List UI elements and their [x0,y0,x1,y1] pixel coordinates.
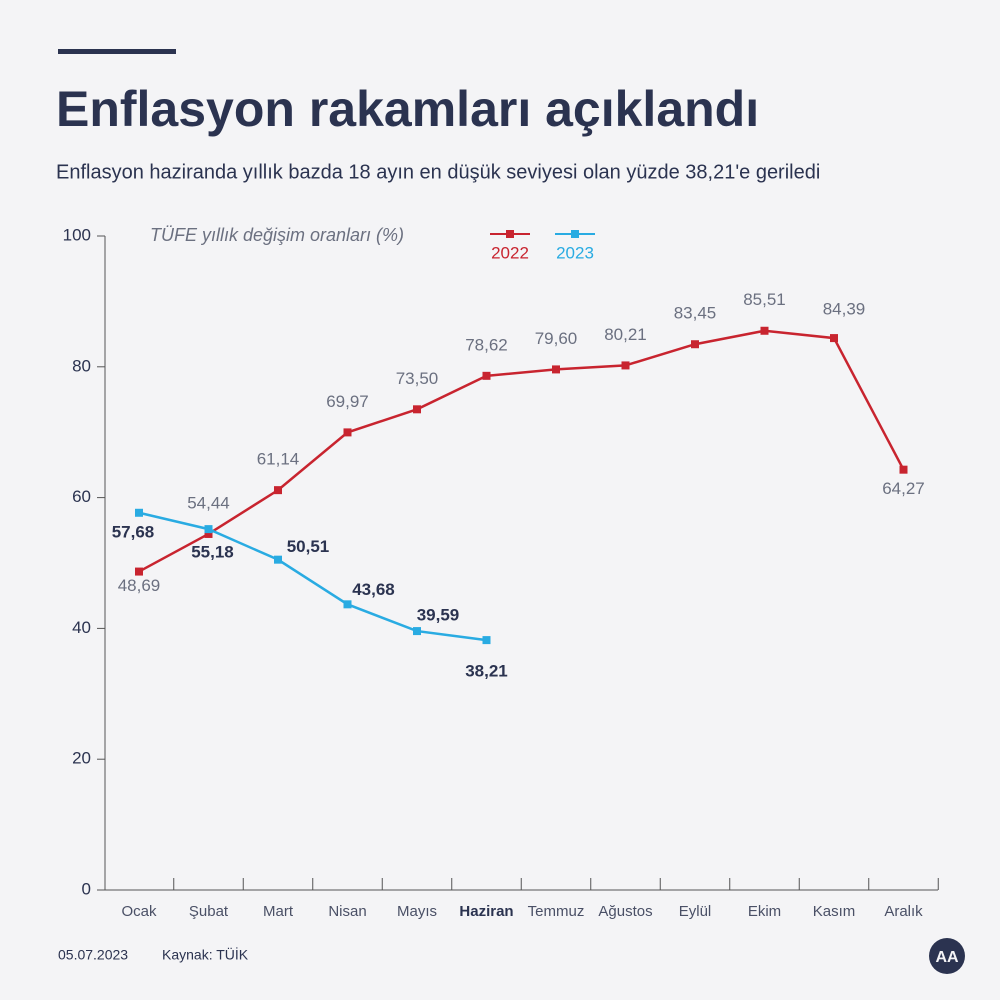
y-tick-label: 100 [63,225,91,244]
date: 05.07.2023 [58,947,128,963]
value-label: 55,18 [191,543,234,562]
value-label: 78,62 [465,335,508,354]
x-tick-label: Haziran [459,903,513,920]
x-tick-label: Nisan [328,903,366,920]
point [830,334,838,343]
y-tick-label: 40 [72,618,91,637]
value-label: 85,51 [743,290,786,309]
value-label: 38,21 [465,662,508,681]
legend-label: 2023 [556,243,594,262]
value-label: 79,60 [535,329,578,348]
point [135,508,143,517]
point [204,525,213,534]
point [343,428,352,437]
value-label: 83,45 [674,304,717,323]
y-tick-label: 60 [72,487,91,506]
value-label: 39,59 [417,606,460,625]
x-tick-label: Şubat [189,903,229,920]
x-tick-label: Eylül [679,903,712,920]
point [204,529,213,538]
point [691,340,699,349]
subtitle: Enflasyon haziranda yıllık bazda 18 ayın… [56,161,820,183]
legend-marker [571,230,579,238]
x-tick-label: Ağustos [598,903,652,920]
value-label: 57,68 [112,522,155,541]
point [621,361,630,370]
point [899,465,908,474]
x-tick-label: Ekim [748,903,781,920]
point [135,567,143,576]
point [274,555,282,564]
value-label: 69,97 [326,392,369,411]
point [343,600,352,609]
y-tick-label: 80 [72,356,91,375]
x-tick-label: Mart [263,903,294,920]
logo: AA [929,938,965,974]
point [413,627,421,636]
x-tick-label: Kasım [813,903,856,920]
x-tick-label: Ocak [121,903,157,920]
y-tick-label: 0 [82,879,91,898]
x-tick-label: Aralık [884,903,923,920]
point [413,405,421,414]
svg-text:AA: AA [935,949,959,966]
y-axis-label: TÜFE yıllık değişim oranları (%) [150,225,404,245]
point [552,365,560,374]
value-label: 50,51 [287,537,330,556]
series-line [138,329,905,573]
source: Kaynak: TÜİK [162,946,249,963]
point [274,486,282,495]
title: Enflasyon rakamları açıklandı [56,81,759,137]
value-label: 61,14 [257,450,300,469]
value-label: 54,44 [187,493,230,512]
value-label: 43,68 [352,580,395,599]
decor-bar [58,49,176,54]
point [760,326,769,335]
x-tick-label: Temmuz [528,903,585,920]
value-label: 48,69 [118,576,161,595]
value-label: 64,27 [882,479,925,498]
value-label: 84,39 [823,300,866,319]
point [482,636,491,645]
value-label: 73,50 [396,369,439,388]
point [482,371,491,380]
legend-marker [506,230,514,238]
y-tick-label: 20 [72,749,91,768]
series-line [138,511,487,642]
value-label: 80,21 [604,325,647,344]
legend-label: 2022 [491,243,529,262]
x-tick-label: Mayıs [397,903,437,920]
